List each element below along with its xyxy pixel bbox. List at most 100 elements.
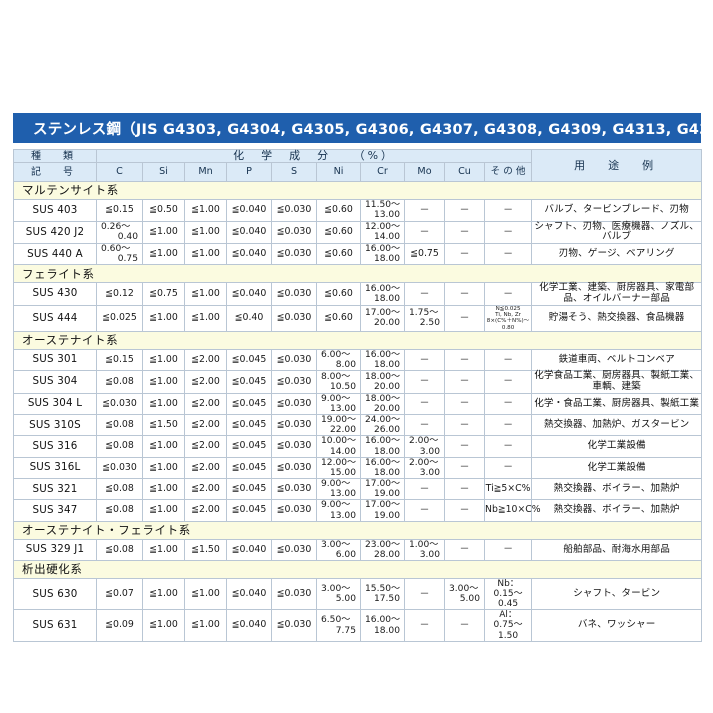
range-upper: 16.00～ [365, 284, 401, 295]
other-line-2: 0.15～0.45 [493, 589, 523, 610]
range-upper: 11.50～ [365, 200, 401, 211]
cell-other: － [483, 370, 533, 394]
header-kind-line1: 種 類 [13, 148, 97, 164]
cell-ni: ≦0.60 [316, 282, 361, 306]
cell-mn: ≦1.50 [184, 538, 227, 562]
cell-other: － [483, 243, 533, 266]
range-lower: 0.40 [117, 232, 138, 243]
cell-ni: 3.00～ 6.00 [316, 538, 361, 562]
cell-si: ≦1.00 [142, 578, 185, 611]
cell-mn: ≦2.00 [184, 435, 227, 458]
cell-mn: ≦1.00 [184, 578, 227, 611]
cell-mn: ≦1.00 [184, 199, 227, 222]
cell-cu: － [444, 199, 485, 222]
cell-cu: － [444, 478, 485, 501]
cell-mn: ≦2.00 [184, 478, 227, 501]
range-lower: 8.00 [335, 360, 356, 371]
cell-other: － [483, 414, 533, 437]
cell-p: ≦0.040 [226, 282, 272, 306]
cell-cu: － [444, 348, 485, 372]
header-element-p: P [226, 162, 272, 183]
cell-ni: ≦0.60 [316, 243, 361, 266]
spec-table-wrapper: 種 類 化 学 成 分 （%） 用 途 例 記 号 C Si Mn P S Ni… [12, 148, 703, 642]
cell-cr: 16.00～ 18.00 [360, 435, 405, 458]
cell-mo: 2.00～ 3.00 [404, 435, 445, 458]
range-upper: 17.00～ [365, 479, 401, 490]
range-lower: 2.50 [419, 318, 440, 329]
cell-grade: SUS 444 [13, 304, 97, 332]
cell-cr: 24.00～ 26.00 [360, 414, 405, 437]
range-lower: 3.00 [419, 549, 440, 560]
range-upper: 18.00～ [365, 371, 401, 382]
cell-other: Nb≧10×C% [483, 499, 541, 522]
header-element-si: Si [142, 162, 185, 183]
cell-usage: 熱交換器、加熱炉、ガスタービン [531, 414, 703, 437]
cell-ni: 3.00～ 5.00 [316, 578, 361, 611]
cell-cr: 18.00～ 20.00 [360, 370, 405, 394]
cell-p: ≦0.040 [226, 578, 272, 611]
header-element-c: C [96, 162, 143, 183]
section-header-row: マルテンサイト系 [12, 181, 703, 201]
cell-other: － [483, 435, 533, 458]
cell-cr: 16.00～ 18.00 [360, 282, 405, 306]
section-header-row: 析出硬化系 [12, 560, 703, 580]
section-header-row: フェライト系 [12, 264, 703, 284]
cell-usage: 化学・食品工業、厨房器具、製紙工業 [531, 392, 703, 416]
cell-c: ≦0.025 [96, 304, 143, 332]
range-lower: 15.00 [329, 467, 356, 478]
cell-usage: バネ、ワッシャー [531, 609, 703, 642]
range-upper: 1.75～ [409, 308, 439, 319]
cell-p: ≦0.40 [226, 304, 272, 332]
cell-ni: ≦0.60 [316, 220, 361, 245]
cell-cu: － [444, 220, 485, 245]
cell-cr: 16.00～ 18.00 [360, 243, 405, 266]
cell-grade: SUS 310S [13, 414, 97, 437]
cell-si: ≦1.00 [142, 370, 185, 394]
cell-mo: 1.00～ 3.00 [404, 538, 445, 562]
cell-cu: － [444, 392, 485, 416]
cell-p: ≦0.040 [226, 538, 272, 562]
cell-s: ≦0.030 [271, 609, 317, 642]
cell-mn: ≦1.00 [184, 282, 227, 306]
cell-c: ≦0.030 [96, 392, 143, 416]
cell-usage: 化学工業、建築、厨房器具、家電部品、オイルバーナー部品 [531, 282, 703, 306]
cell-other: － [483, 392, 533, 416]
cell-c: ≦0.15 [96, 199, 143, 222]
cell-other: － [483, 348, 533, 372]
cell-usage: 熱交換器、ボイラー、加熱炉 [531, 499, 703, 522]
cell-p: ≦0.045 [226, 392, 272, 416]
cell-mn: ≦2.00 [184, 456, 227, 480]
cell-grade: SUS 440 A [13, 243, 97, 266]
cell-grade: SUS 301 [13, 348, 97, 372]
range-upper: 10.00～ [321, 436, 357, 447]
cell-mn: ≦2.00 [184, 414, 227, 437]
cell-usage: 化学食品工業、厨房器具、製紙工業、車輌、建築 [531, 370, 703, 394]
section-name: オーステナイト・フェライト系 [12, 520, 703, 540]
stainless-steel-spec-table: 種 類 化 学 成 分 （%） 用 途 例 記 号 C Si Mn P S Ni… [12, 148, 703, 642]
cell-s: ≦0.030 [271, 499, 317, 522]
cell-si: ≦0.75 [142, 282, 185, 306]
other-line-3: 8×(C%＋N%)～0.80 [486, 318, 530, 331]
cell-c: ≦0.030 [96, 456, 143, 480]
cell-mo: － [404, 478, 445, 501]
cell-c: ≦0.07 [96, 578, 143, 611]
cell-cu: － [444, 370, 485, 394]
cell-mo: － [404, 499, 445, 522]
cell-ni: 19.00～ 22.00 [316, 414, 361, 437]
range-lower: 20.00 [373, 318, 400, 329]
cell-mn: ≦2.00 [184, 348, 227, 372]
range-lower: 6.00 [335, 549, 356, 560]
cell-si: ≦1.00 [142, 456, 185, 480]
range-upper: 9.00～ [321, 479, 351, 490]
cell-ni: 6.00～ 8.00 [316, 348, 361, 372]
cell-cu: － [444, 456, 485, 480]
table-row: SUS 329 J1 ≦0.08 ≦1.00 ≦1.50 ≦0.040 ≦0.030 3.0… [13, 538, 703, 562]
cell-grade: SUS 316L [13, 456, 97, 480]
cell-s: ≦0.030 [271, 243, 317, 266]
header-element-cr: Cr [360, 162, 405, 183]
cell-mo: － [404, 414, 445, 437]
range-lower: 13.00 [373, 210, 400, 221]
range-lower: 18.00 [373, 360, 400, 371]
cell-cu: － [444, 435, 485, 458]
cell-mo: － [404, 348, 445, 372]
